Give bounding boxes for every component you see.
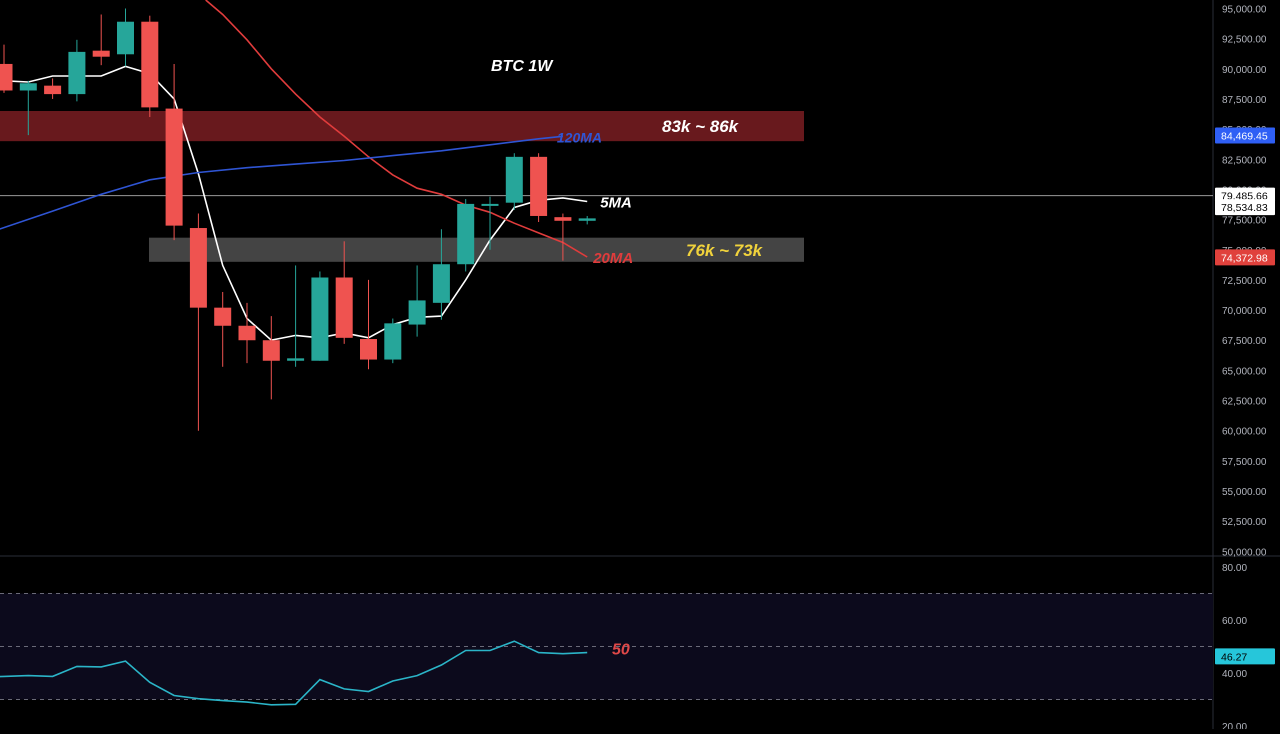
price-tick-label: 95,000.00 [1222,4,1267,15]
candle-body [238,325,256,341]
price-label-tag [1215,249,1275,266]
candle-body [578,218,596,221]
price-tick-label: 82,500.00 [1222,155,1267,166]
price-label-tag [1215,127,1275,144]
candle-body [335,277,353,338]
price-tick-label: 72,500.00 [1222,276,1267,287]
ma-label: 120MA [557,129,602,145]
candle-body [44,85,62,95]
candle-body [92,50,110,57]
price-label-tag [1215,199,1275,216]
price-label-text: 74,372.98 [1221,252,1268,264]
candle-body [189,228,207,308]
price-tick-label: 60,000.00 [1222,427,1267,438]
candle-body [165,108,183,226]
price-tick-label: 70,000.00 [1222,306,1267,317]
candle-body [505,156,523,203]
candle-body [530,156,548,216]
price-tick-label: 87,500.00 [1222,95,1267,106]
candle-body [117,21,134,55]
price-tick-label: 62,500.00 [1222,397,1267,408]
price-tick-label: 55,000.00 [1222,487,1267,498]
candle-body [408,300,426,325]
price-tick-label: 50,000.00 [1222,547,1267,558]
rsi-tick-label: 80.00 [1222,563,1247,574]
ma-label: 20MA [592,250,633,267]
zone-box [0,111,804,142]
candle-body [19,83,37,91]
ma-line-20ma [205,0,588,258]
candle-body [68,51,86,95]
rsi-line [0,640,588,706]
rsi-value-tag [1215,648,1275,665]
rsi-band [0,593,1213,700]
rsi-tick-label: 20.00 [1222,722,1247,729]
rsi-midline-label: 50 [612,642,630,659]
price-tick-label: 52,500.00 [1222,517,1267,528]
candle-body [214,307,232,326]
price-tick-label: 57,500.00 [1222,457,1267,468]
price-label-text: 84,469.45 [1221,130,1268,142]
rsi-pane: 50 80.00 60.00 40.00 20.00 46.27 [0,563,1275,733]
candle-body [141,21,159,108]
candle-body [481,203,499,206]
candle-body [384,323,402,360]
candle-body [554,217,572,221]
candle-body [0,63,13,91]
zone-label: 76k ~ 73k [686,241,764,260]
ma-label: 5MA [600,194,632,211]
candle-body [311,277,329,361]
price-tick-label: 65,000.00 [1222,366,1267,377]
chart-title: BTC 1W [491,58,554,75]
ma-line-120ma [0,135,563,230]
price-tick-label: 77,500.00 [1222,216,1267,227]
rsi-tick-label: 40.00 [1222,669,1247,680]
candle-body [262,340,280,361]
candle-body [457,203,475,265]
candle-body [432,264,450,303]
rsi-value-text: 46.27 [1221,651,1247,663]
price-tick-label: 90,000.00 [1222,65,1267,76]
rsi-tick-label: 60.00 [1222,616,1247,627]
price-label-text: 78,534.83 [1221,202,1268,214]
candle-body [360,339,377,360]
candle-body [287,358,305,361]
zone-box [149,237,804,262]
price-tick-label: 92,500.00 [1222,35,1267,46]
price-tick-label: 67,500.00 [1222,336,1267,347]
zone-label: 83k ~ 86k [662,117,740,136]
